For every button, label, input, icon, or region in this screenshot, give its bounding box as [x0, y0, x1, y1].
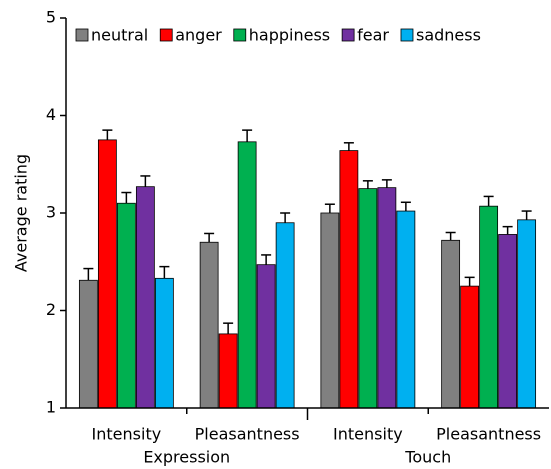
x-tick-label: Pleasantness	[436, 425, 541, 444]
bar	[78, 279, 98, 409]
group-label: Touch	[404, 448, 451, 467]
bar	[320, 212, 340, 409]
y-tick-label: 4	[46, 105, 56, 124]
bar	[358, 188, 378, 409]
legend-label: anger	[175, 26, 222, 45]
bar	[479, 205, 499, 409]
bar	[154, 277, 174, 409]
legend-label: neutral	[91, 26, 148, 45]
legend-swatch	[233, 28, 247, 42]
y-tick-label: 3	[46, 203, 56, 222]
x-tick-label: Intensity	[92, 425, 162, 444]
y-tick-label: 2	[46, 300, 56, 319]
bar	[237, 141, 257, 409]
bar	[97, 139, 117, 409]
legend-label: happiness	[249, 26, 330, 45]
bar	[135, 186, 155, 409]
bar	[460, 285, 480, 409]
bar	[275, 222, 295, 409]
legend-swatch	[400, 28, 414, 42]
bar	[339, 150, 359, 409]
y-tick-label: 5	[46, 8, 56, 27]
legend-label: sadness	[416, 26, 481, 45]
group-label: Expression	[143, 448, 230, 467]
legend-label: fear	[357, 26, 389, 45]
bar	[116, 202, 136, 409]
bar	[256, 264, 276, 409]
bar	[498, 234, 518, 409]
bar	[517, 219, 537, 409]
x-tick-label: Intensity	[333, 425, 403, 444]
legend-swatch	[75, 28, 89, 42]
y-tick-label: 1	[46, 398, 56, 417]
bar	[218, 333, 238, 409]
x-tick-label: Pleasantness	[195, 425, 300, 444]
bar	[377, 187, 397, 409]
legend-swatch	[159, 28, 173, 42]
bar	[396, 210, 416, 409]
legend-swatch	[341, 28, 355, 42]
y-axis-label: Average rating	[12, 154, 31, 272]
bar	[199, 241, 219, 409]
bar	[441, 239, 461, 409]
